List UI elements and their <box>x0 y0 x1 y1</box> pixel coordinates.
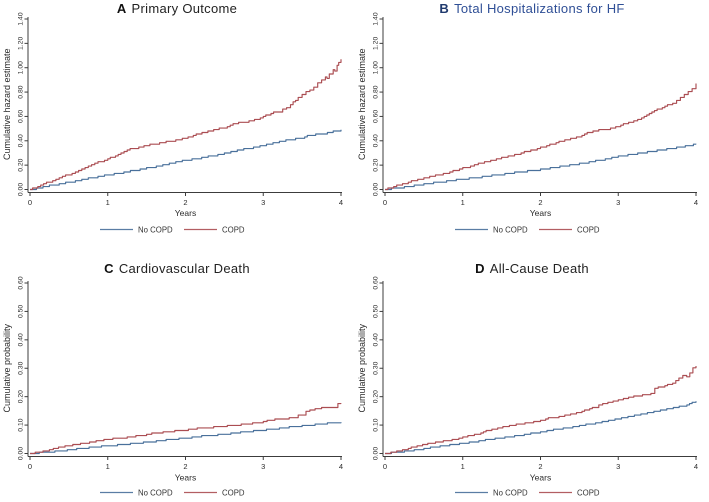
legend-label-no-copd: No COPD <box>138 488 173 497</box>
panel-total-hospitalizations-hf: 0.00 0.20 0.40 0.60 0.80 1.00 1.20 1.40 0 1 2 3 4 Cum… <box>355 0 709 251</box>
panel-title-c: C Cardiovascular Death <box>0 261 354 276</box>
primary-outcome-chart: 0.00 0.20 0.40 0.60 0.80 1.00 1.20 1.40 0 1 2 3 4 Cum… <box>2 12 343 234</box>
x-tick-label: 0 <box>383 462 387 471</box>
y-tick-label: 0.00 <box>373 447 380 460</box>
y-tick-label: 1.00 <box>373 61 380 74</box>
x-tick-label: 3 <box>261 198 265 207</box>
total-hospitalizations-chart: 0.00 0.20 0.40 0.60 0.80 1.00 1.20 1.40 0 1 2 3 4 Cum… <box>357 12 698 234</box>
x-tick-label: 0 <box>28 198 32 207</box>
copd-curve <box>30 403 342 455</box>
x-tick-label: 3 <box>616 462 620 471</box>
y-tick-label: 0.60 <box>373 110 380 123</box>
y-tick-label: 0.20 <box>373 158 380 171</box>
y-tick-label: 0.60 <box>373 276 380 289</box>
y-tick-label: 1.40 <box>373 12 380 25</box>
y-tick-label: 0.00 <box>18 183 25 196</box>
y-tick-label: 0.20 <box>18 390 25 403</box>
x-tick-label: 2 <box>538 198 542 207</box>
y-tick-label: 0.50 <box>18 305 25 318</box>
x-tick-label: 3 <box>261 462 265 471</box>
panel-title-text-b: Total Hospitalizations for HF <box>454 1 625 16</box>
all-cause-death-chart: 0.00 0.10 0.20 0.30 0.40 0.50 0.60 0 1 2 3 4 Cumulat… <box>357 276 698 497</box>
y-tick-label: 0.00 <box>373 183 380 196</box>
x-tick-label: 2 <box>183 462 187 471</box>
y-tick-label: 0.40 <box>373 333 380 346</box>
y-tick-label: 0.10 <box>18 418 25 431</box>
x-axis-title: Years <box>175 208 196 218</box>
x-tick-label: 1 <box>106 198 110 207</box>
legend-label-copd: COPD <box>222 225 245 234</box>
x-tick-label: 2 <box>183 198 187 207</box>
no-copd-curve <box>385 143 697 191</box>
y-axis-title: Cumulative hazard estimate <box>357 48 367 160</box>
panel-title-text-d: All-Cause Death <box>489 261 589 276</box>
no-copd-curve <box>30 129 342 191</box>
x-tick-label: 3 <box>616 198 620 207</box>
panel-letter-d: D <box>475 261 485 276</box>
panel-letter-c: C <box>104 261 114 276</box>
legend-label-copd: COPD <box>577 488 600 497</box>
y-axis-title: Cumulative probability <box>2 323 12 412</box>
y-tick-label: 1.20 <box>18 37 25 50</box>
x-tick-label: 4 <box>694 462 698 471</box>
panel-all-cause-death: 0.00 0.10 0.20 0.30 0.40 0.50 0.60 0 1 2 3 4 Cumulat… <box>355 251 709 502</box>
y-tick-label: 1.00 <box>18 61 25 74</box>
x-tick-label: 1 <box>106 462 110 471</box>
copd-curve <box>30 59 342 191</box>
y-tick-label: 0.20 <box>373 390 380 403</box>
copd-curve <box>385 366 697 455</box>
x-tick-label: 0 <box>28 462 32 471</box>
y-tick-label: 0.30 <box>18 361 25 374</box>
no-copd-curve <box>30 422 342 455</box>
y-tick-label: 0.40 <box>18 134 25 147</box>
x-tick-label: 4 <box>339 198 343 207</box>
y-tick-label: 0.40 <box>18 333 25 346</box>
copd-curve <box>385 83 697 191</box>
x-tick-label: 2 <box>538 462 542 471</box>
no-copd-curve <box>385 401 697 455</box>
y-tick-label: 0.40 <box>373 134 380 147</box>
panel-title-d: D All-Cause Death <box>355 261 709 276</box>
panel-primary-outcome: 0.00 0.20 0.40 0.60 0.80 1.00 1.20 1.40 0 1 2 3 4 Cum… <box>0 0 354 251</box>
legend-label-no-copd: No COPD <box>138 225 173 234</box>
x-tick-label: 0 <box>383 198 387 207</box>
y-tick-label: 0.80 <box>18 85 25 98</box>
legend-label-no-copd: No COPD <box>493 488 528 497</box>
y-tick-label: 0.80 <box>373 85 380 98</box>
y-tick-label: 0.50 <box>373 305 380 318</box>
panel-title-text-a: Primary Outcome <box>131 1 238 16</box>
x-tick-label: 1 <box>461 462 465 471</box>
legend-label-copd: COPD <box>222 488 245 497</box>
x-axis-title: Years <box>175 473 196 483</box>
legend-label-copd: COPD <box>577 225 600 234</box>
panel-title-b: B Total Hospitalizations for HF <box>355 1 709 16</box>
cardiovascular-death-chart: 0.00 0.10 0.20 0.30 0.40 0.50 0.60 0 1 2 3 4 Cumulat… <box>2 276 343 497</box>
panel-title-a: A Primary Outcome <box>0 1 354 16</box>
y-tick-label: 0.00 <box>18 447 25 460</box>
y-tick-label: 0.10 <box>373 418 380 431</box>
panel-cardiovascular-death: 0.00 0.10 0.20 0.30 0.40 0.50 0.60 0 1 2 3 4 Cumulat… <box>0 251 354 502</box>
y-tick-label: 0.20 <box>18 158 25 171</box>
panel-letter-a: A <box>116 1 127 16</box>
panel-letter-b: B <box>439 1 450 16</box>
x-axis-title: Years <box>530 473 551 483</box>
y-tick-label: 0.30 <box>373 361 380 374</box>
x-tick-label: 1 <box>461 198 465 207</box>
y-tick-label: 1.40 <box>18 12 25 25</box>
legend-label-no-copd: No COPD <box>493 225 528 234</box>
y-tick-label: 1.20 <box>373 37 380 50</box>
y-tick-label: 0.60 <box>18 110 25 123</box>
y-axis-title: Cumulative hazard estimate <box>2 48 12 160</box>
x-tick-label: 4 <box>339 462 343 471</box>
panel-title-text-c: Cardiovascular Death <box>118 261 250 276</box>
x-tick-label: 4 <box>694 198 698 207</box>
y-tick-label: 0.60 <box>18 276 25 289</box>
x-axis-title: Years <box>530 208 551 218</box>
y-axis-title: Cumulative probability <box>357 323 367 412</box>
